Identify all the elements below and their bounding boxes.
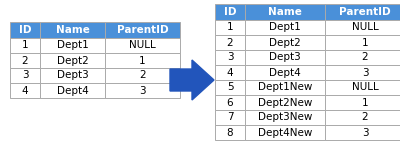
Bar bbox=[325, 80, 400, 95]
Text: 1: 1 bbox=[362, 37, 368, 48]
Bar bbox=[245, 95, 325, 110]
Text: 4: 4 bbox=[22, 85, 28, 96]
Bar bbox=[215, 80, 245, 95]
Bar bbox=[105, 68, 180, 83]
Text: 2: 2 bbox=[362, 112, 368, 123]
Text: Dept4New: Dept4New bbox=[258, 128, 312, 137]
Bar bbox=[105, 38, 180, 53]
Text: Name: Name bbox=[268, 7, 302, 17]
Text: 3: 3 bbox=[362, 128, 368, 137]
Bar bbox=[10, 22, 40, 38]
Text: NULL: NULL bbox=[129, 40, 156, 51]
Bar bbox=[215, 95, 245, 110]
Text: Dept3New: Dept3New bbox=[258, 112, 312, 123]
Bar bbox=[325, 20, 400, 35]
Text: Dept2New: Dept2New bbox=[258, 97, 312, 108]
Bar bbox=[325, 95, 400, 110]
Text: 2: 2 bbox=[227, 37, 233, 48]
Bar bbox=[245, 125, 325, 140]
Text: 1: 1 bbox=[22, 40, 28, 51]
Bar bbox=[245, 110, 325, 125]
Text: 2: 2 bbox=[362, 52, 368, 63]
Text: 3: 3 bbox=[362, 68, 368, 77]
Text: Dept2: Dept2 bbox=[57, 56, 88, 65]
Text: Dept3: Dept3 bbox=[269, 52, 301, 63]
Text: 2: 2 bbox=[139, 71, 146, 80]
Text: 6: 6 bbox=[227, 97, 233, 108]
Bar bbox=[10, 83, 40, 98]
Bar bbox=[215, 65, 245, 80]
Bar bbox=[245, 65, 325, 80]
Text: Dept1New: Dept1New bbox=[258, 83, 312, 92]
Text: Dept1: Dept1 bbox=[269, 23, 301, 32]
Text: 2: 2 bbox=[22, 56, 28, 65]
Bar bbox=[40, 68, 105, 83]
Bar bbox=[325, 35, 400, 50]
Bar bbox=[40, 83, 105, 98]
Text: Dept1: Dept1 bbox=[57, 40, 88, 51]
Bar bbox=[245, 20, 325, 35]
Text: 1: 1 bbox=[139, 56, 146, 65]
Bar bbox=[325, 65, 400, 80]
Bar bbox=[10, 68, 40, 83]
Text: ID: ID bbox=[19, 25, 31, 35]
Text: NULL: NULL bbox=[352, 23, 378, 32]
Bar bbox=[105, 22, 180, 38]
Text: Dept2: Dept2 bbox=[269, 37, 301, 48]
Text: 3: 3 bbox=[139, 85, 146, 96]
Text: 1: 1 bbox=[227, 23, 233, 32]
Text: ID: ID bbox=[224, 7, 236, 17]
Bar bbox=[245, 50, 325, 65]
Bar bbox=[215, 4, 245, 20]
Text: 1: 1 bbox=[362, 97, 368, 108]
Bar bbox=[215, 35, 245, 50]
Bar bbox=[325, 4, 400, 20]
Text: Name: Name bbox=[56, 25, 90, 35]
Text: 4: 4 bbox=[227, 68, 233, 77]
Text: 8: 8 bbox=[227, 128, 233, 137]
Bar bbox=[10, 53, 40, 68]
Bar bbox=[245, 35, 325, 50]
Text: Dept4: Dept4 bbox=[269, 68, 301, 77]
Bar bbox=[215, 110, 245, 125]
Bar bbox=[40, 53, 105, 68]
Bar bbox=[245, 80, 325, 95]
Bar bbox=[105, 83, 180, 98]
Text: Dept4: Dept4 bbox=[57, 85, 88, 96]
FancyArrow shape bbox=[170, 60, 214, 100]
Bar bbox=[325, 125, 400, 140]
Bar bbox=[325, 110, 400, 125]
Text: 3: 3 bbox=[22, 71, 28, 80]
Bar bbox=[325, 50, 400, 65]
Text: Dept3: Dept3 bbox=[57, 71, 88, 80]
Bar bbox=[215, 125, 245, 140]
Text: 5: 5 bbox=[227, 83, 233, 92]
Text: ParentID: ParentID bbox=[117, 25, 168, 35]
Bar bbox=[245, 4, 325, 20]
Bar bbox=[105, 53, 180, 68]
Bar bbox=[215, 50, 245, 65]
Bar bbox=[215, 20, 245, 35]
Text: 7: 7 bbox=[227, 112, 233, 123]
Text: 3: 3 bbox=[227, 52, 233, 63]
Bar bbox=[40, 38, 105, 53]
Text: ParentID: ParentID bbox=[339, 7, 391, 17]
Bar bbox=[10, 38, 40, 53]
Text: NULL: NULL bbox=[352, 83, 378, 92]
Bar bbox=[40, 22, 105, 38]
